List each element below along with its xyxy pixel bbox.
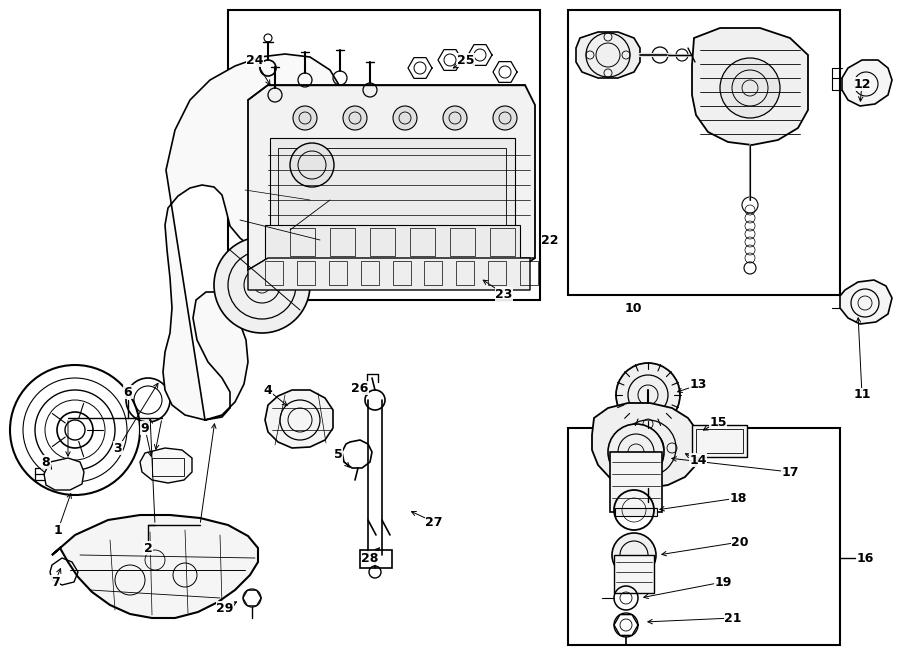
Bar	[520, 261, 538, 285]
Polygon shape	[163, 54, 345, 420]
Bar	[392, 261, 410, 285]
Text: 1: 1	[54, 524, 62, 537]
Text: 26: 26	[351, 381, 369, 395]
Bar	[265, 261, 283, 285]
Bar	[330, 228, 355, 256]
Polygon shape	[576, 32, 640, 78]
Bar	[488, 261, 506, 285]
Circle shape	[343, 106, 367, 130]
Text: 12: 12	[853, 77, 871, 91]
Text: 14: 14	[689, 453, 706, 467]
Text: 24: 24	[247, 54, 264, 67]
Text: 25: 25	[457, 54, 475, 67]
Circle shape	[608, 424, 664, 480]
Bar	[425, 261, 443, 285]
Text: 29: 29	[216, 602, 234, 615]
Text: 27: 27	[425, 516, 443, 529]
Polygon shape	[592, 403, 700, 488]
Text: 23: 23	[495, 288, 513, 301]
Polygon shape	[692, 28, 808, 145]
Bar	[696, 429, 743, 453]
Text: 15: 15	[709, 416, 727, 428]
Text: 5: 5	[334, 449, 342, 461]
Polygon shape	[52, 515, 258, 618]
Circle shape	[720, 58, 780, 118]
Text: 10: 10	[625, 301, 642, 315]
Text: 11: 11	[853, 389, 871, 401]
Text: 20: 20	[731, 535, 749, 549]
Bar	[278, 148, 506, 243]
Circle shape	[293, 106, 317, 130]
Circle shape	[616, 363, 680, 427]
Bar	[410, 228, 435, 256]
Bar	[456, 261, 474, 285]
Circle shape	[214, 237, 310, 333]
Text: 17: 17	[781, 465, 799, 479]
Polygon shape	[140, 448, 192, 483]
Bar	[297, 261, 315, 285]
Polygon shape	[248, 258, 535, 270]
Bar	[610, 452, 662, 512]
Bar	[270, 138, 515, 248]
Bar	[568, 10, 840, 295]
Text: 6: 6	[123, 385, 132, 399]
Bar	[615, 508, 657, 516]
Bar	[290, 228, 315, 256]
Text: 9: 9	[140, 422, 149, 434]
Text: 7: 7	[50, 576, 59, 588]
Text: 22: 22	[541, 233, 559, 247]
Text: 21: 21	[724, 611, 742, 625]
Polygon shape	[248, 258, 530, 290]
Text: 18: 18	[729, 492, 747, 504]
Polygon shape	[44, 458, 84, 490]
Text: 3: 3	[113, 442, 122, 455]
Bar	[568, 428, 840, 645]
Bar	[328, 261, 346, 285]
Text: 16: 16	[856, 551, 874, 564]
Text: 2: 2	[144, 541, 152, 555]
Text: 4: 4	[264, 383, 273, 397]
Bar	[614, 555, 654, 593]
Circle shape	[612, 533, 656, 577]
Bar	[692, 425, 747, 457]
Polygon shape	[248, 85, 535, 270]
Bar	[450, 228, 475, 256]
Circle shape	[393, 106, 417, 130]
Bar	[228, 10, 540, 300]
Circle shape	[290, 143, 334, 187]
Bar	[490, 228, 515, 256]
Text: 8: 8	[41, 455, 50, 469]
Bar	[370, 228, 395, 256]
Circle shape	[493, 106, 517, 130]
Bar	[361, 261, 379, 285]
Circle shape	[281, 151, 329, 199]
Polygon shape	[265, 390, 333, 448]
Polygon shape	[842, 60, 892, 106]
Text: 28: 28	[361, 551, 379, 564]
Polygon shape	[840, 280, 892, 324]
Bar	[265, 225, 520, 260]
Bar	[360, 550, 392, 568]
Text: 13: 13	[689, 379, 706, 391]
Circle shape	[443, 106, 467, 130]
Text: 19: 19	[715, 576, 732, 588]
Bar	[152, 458, 184, 476]
